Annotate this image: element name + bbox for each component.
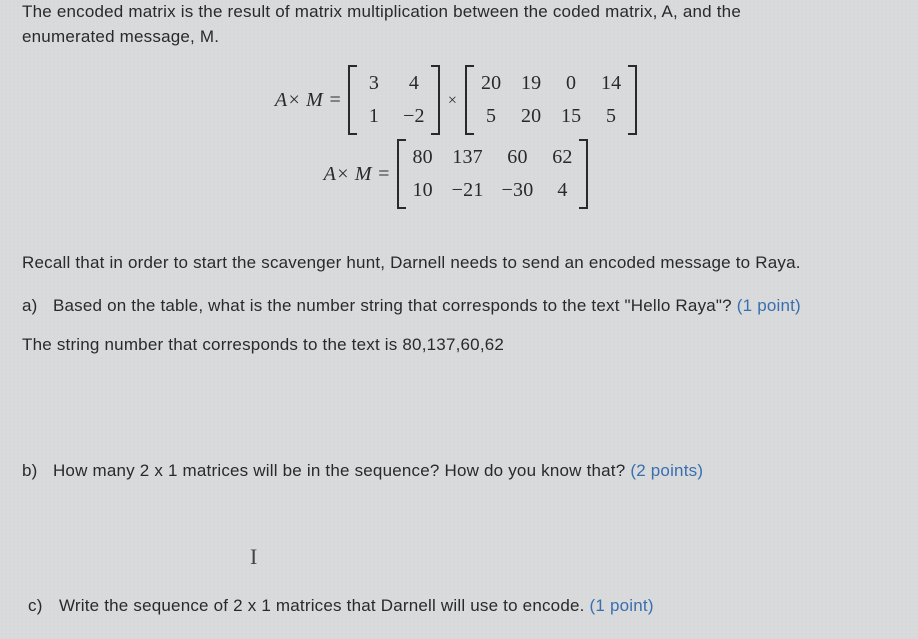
qb-points: (2 points) <box>630 461 703 480</box>
question-c: c) Write the sequence of 2 x 1 matrices … <box>28 594 890 619</box>
text-cursor: I <box>250 541 258 573</box>
matrix-equations: A× M = 3 4 1 −2 × 20 19 0 14 <box>22 63 890 211</box>
matrix-result: 80 137 60 62 10 −21 −30 4 <box>397 139 589 209</box>
matrix-result-cells: 80 137 60 62 10 −21 −30 4 <box>406 139 580 209</box>
intro-line1: The encoded matrix is the result of matr… <box>22 2 741 21</box>
matrix-M-cells: 20 19 0 14 5 20 15 5 <box>474 65 628 135</box>
qa-label: a) <box>22 294 48 319</box>
equation-2: A× M = 80 137 60 62 10 −21 −30 4 <box>324 139 589 209</box>
qa-points: (1 point) <box>737 296 801 315</box>
qc-text: Write the sequence of 2 x 1 matrices tha… <box>59 596 585 615</box>
document-body: The encoded matrix is the result of matr… <box>22 0 890 484</box>
eq1-lhs: A× M = <box>275 86 342 115</box>
qc-points: (1 point) <box>590 596 654 615</box>
qb-label: b) <box>22 459 48 484</box>
eq2-lhs: A× M = <box>324 160 391 189</box>
recall-text: Recall that in order to start the scaven… <box>22 251 890 276</box>
qa-text: Based on the table, what is the number s… <box>53 296 732 315</box>
answer-a: The string number that corresponds to th… <box>22 333 890 358</box>
equation-1: A× M = 3 4 1 −2 × 20 19 0 14 <box>275 65 637 135</box>
matrix-M: 20 19 0 14 5 20 15 5 <box>465 65 637 135</box>
question-a: a) Based on the table, what is the numbe… <box>22 294 890 319</box>
intro-text: The encoded matrix is the result of matr… <box>22 0 890 49</box>
qb-text: How many 2 x 1 matrices will be in the s… <box>53 461 625 480</box>
qc-label: c) <box>28 594 54 619</box>
times-symbol: × <box>446 89 459 112</box>
matrix-A-cells: 3 4 1 −2 <box>357 65 431 135</box>
question-b: b) How many 2 x 1 matrices will be in th… <box>22 459 890 484</box>
matrix-A: 3 4 1 −2 <box>348 65 440 135</box>
intro-line2: enumerated message, M. <box>22 27 219 46</box>
